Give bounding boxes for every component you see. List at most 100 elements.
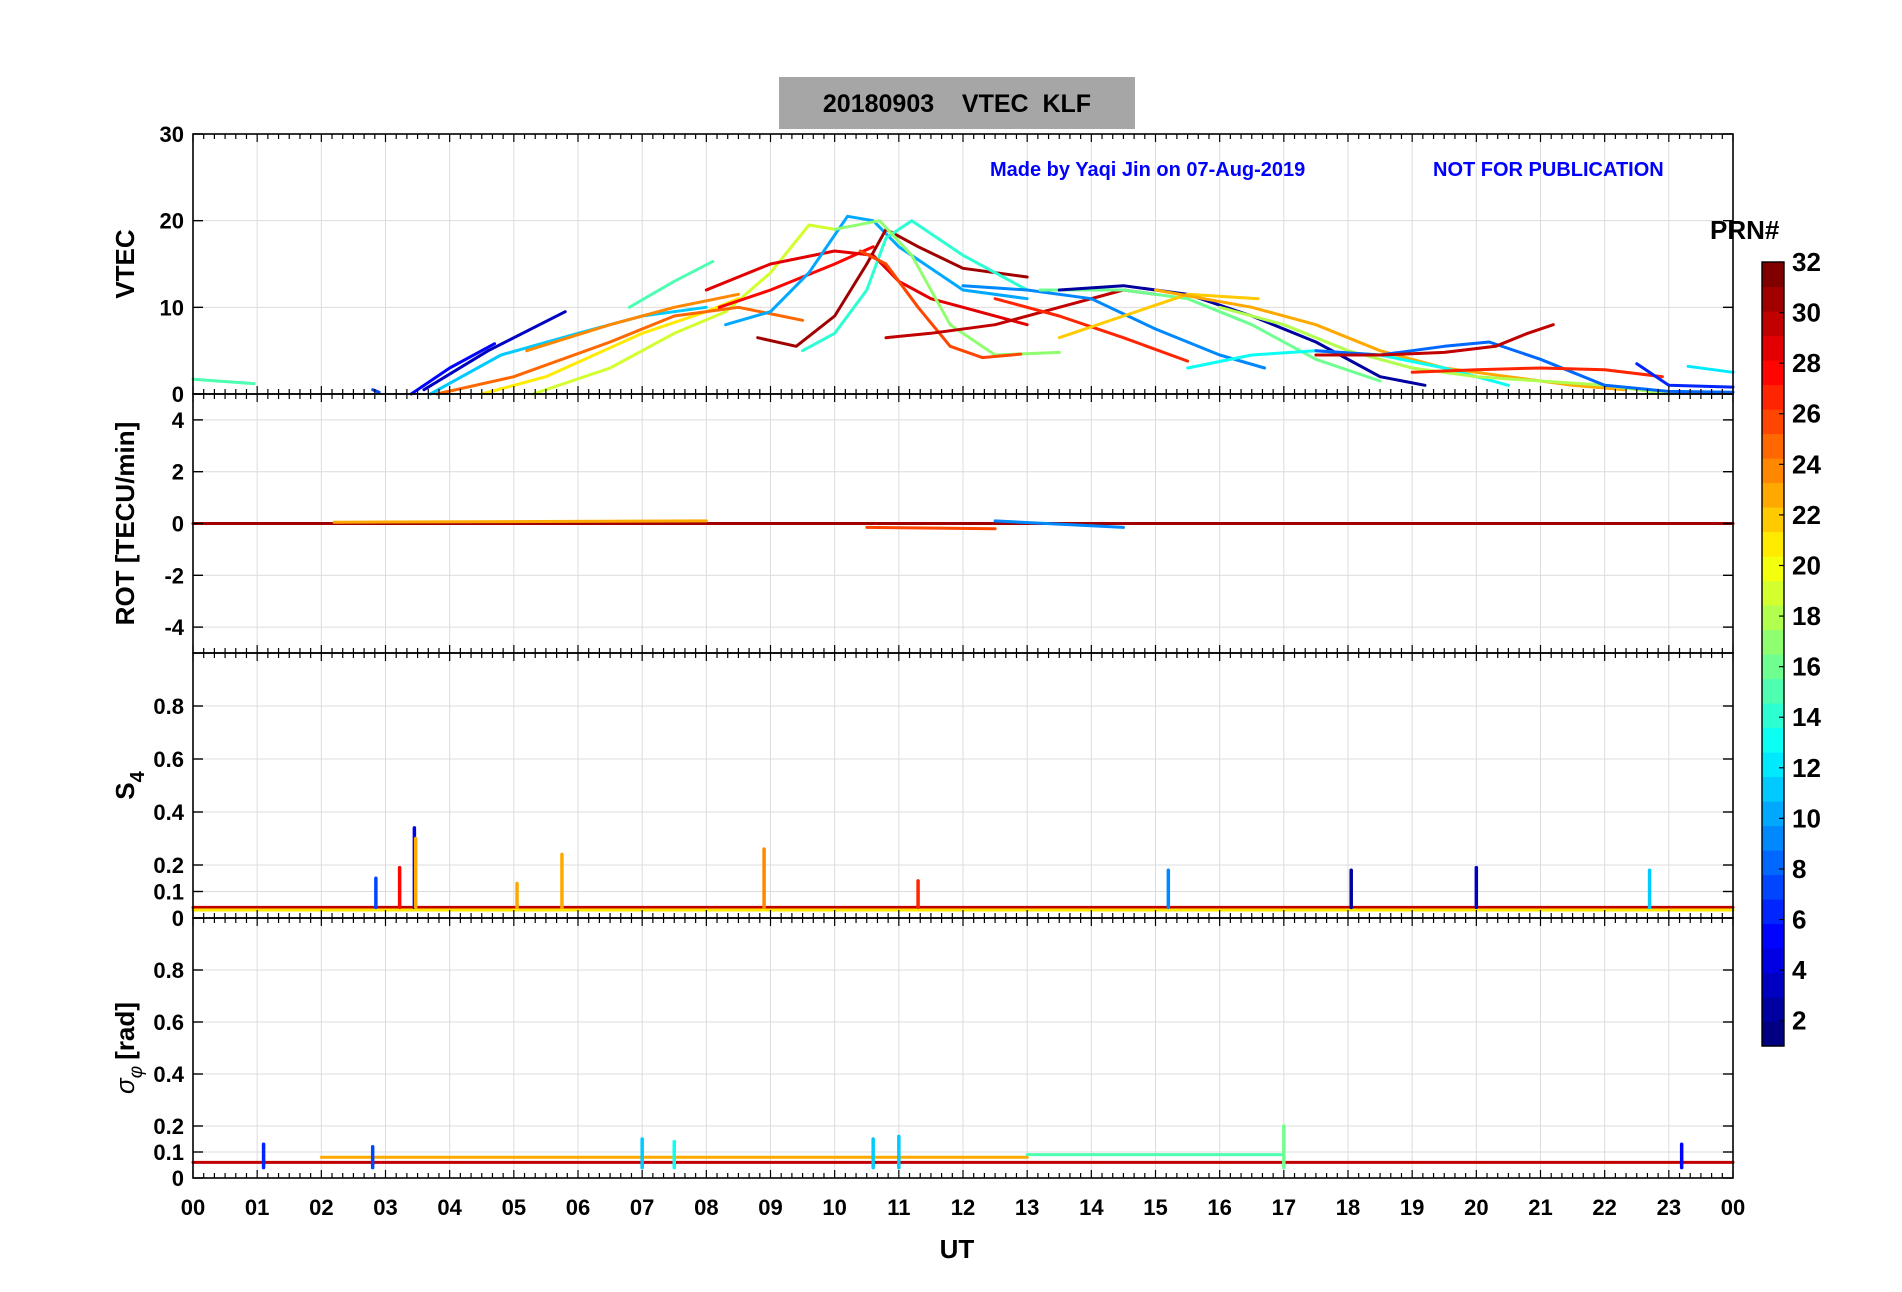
series-line-prn-3 bbox=[422, 310, 567, 392]
y-tick-label: 0 bbox=[172, 906, 184, 931]
x-tick-label: 06 bbox=[566, 1195, 590, 1220]
x-tick-label: 01 bbox=[245, 1195, 269, 1220]
series-line-prn-25 bbox=[435, 305, 805, 396]
colorbar-tick-label: 4 bbox=[1792, 955, 1807, 985]
series-line-prn-27 bbox=[1410, 366, 1664, 379]
y-tick-label: -2 bbox=[164, 563, 184, 588]
x-tick-label: 00 bbox=[1721, 1195, 1745, 1220]
colorbar-tick-label: 8 bbox=[1792, 854, 1806, 884]
colorbar-frame bbox=[1761, 261, 1785, 1047]
series-line-prn-29 bbox=[704, 249, 1029, 327]
x-tick-label: 11 bbox=[887, 1195, 910, 1220]
y-axis-label-unit: [rad] bbox=[110, 1002, 140, 1060]
colorbar-tick-label: 10 bbox=[1792, 803, 1821, 833]
series-line-prn-10 bbox=[724, 214, 1029, 327]
colorbar-swatch bbox=[1762, 899, 1784, 925]
series-line-prn-22 bbox=[1057, 292, 1260, 340]
colorbar-tick-label: 22 bbox=[1792, 500, 1821, 530]
colorbar-swatch bbox=[1762, 433, 1784, 459]
x-tick-label: 20 bbox=[1464, 1195, 1488, 1220]
colorbar-swatch bbox=[1762, 972, 1784, 998]
y-tick-label: 0.1 bbox=[153, 880, 184, 905]
x-tick-label: 18 bbox=[1336, 1195, 1360, 1220]
y-tick-label: 0 bbox=[172, 382, 184, 407]
y-tick-label: 30 bbox=[160, 122, 184, 147]
colorbar-swatch bbox=[1762, 703, 1784, 729]
colorbar-swatch bbox=[1762, 580, 1784, 606]
colorbar-swatch bbox=[1762, 458, 1784, 484]
series-line-prn-16 bbox=[1038, 288, 1382, 383]
colorbar-swatch bbox=[1762, 850, 1784, 876]
colorbar-swatch bbox=[1762, 384, 1784, 410]
y-tick-label: 0.2 bbox=[153, 1114, 184, 1139]
colorbar-swatch bbox=[1762, 923, 1784, 949]
colorbar-swatch bbox=[1762, 629, 1784, 655]
colorbar-swatch bbox=[1762, 556, 1784, 582]
x-tick-label: 19 bbox=[1400, 1195, 1424, 1220]
y-axis-label-main: σ bbox=[110, 1077, 140, 1094]
colorbar-swatch bbox=[1762, 360, 1784, 386]
series-line-prn-12 bbox=[1686, 364, 1735, 374]
y-tick-label: 0.6 bbox=[153, 1010, 184, 1035]
colorbar-tick-label: 32 bbox=[1792, 247, 1821, 277]
colorbar-swatch bbox=[1762, 262, 1784, 288]
colorbar-swatch bbox=[1762, 752, 1784, 778]
series-line-prn-24 bbox=[525, 292, 740, 353]
x-tick-label: 23 bbox=[1657, 1195, 1681, 1220]
series-group bbox=[191, 1124, 1735, 1170]
colorbar-swatch bbox=[1762, 311, 1784, 337]
y-tick-label: 0.1 bbox=[153, 1140, 184, 1165]
x-tick-label: 03 bbox=[373, 1195, 397, 1220]
y-axis-label-main: S bbox=[110, 782, 140, 799]
panel-3: 00.10.2 0.4 0.6 0.8 S4 bbox=[110, 652, 1735, 931]
author-note: Made by Yaqi Jin on 07-Aug-2019 bbox=[990, 159, 1305, 181]
x-tick-label: 08 bbox=[694, 1195, 718, 1220]
y-tick-label: 20 bbox=[160, 209, 184, 234]
series-line-prn-30 bbox=[1314, 323, 1555, 357]
series-line-prn-23 bbox=[332, 519, 708, 524]
publication-note: NOT FOR PUBLICATION bbox=[1433, 159, 1664, 181]
colorbar-tick-label: 18 bbox=[1792, 601, 1821, 631]
chart-title: 20180903 VTEC KLF bbox=[823, 90, 1091, 118]
y-tick-label: 0.4 bbox=[153, 1062, 184, 1087]
colorbar-swatch bbox=[1762, 507, 1784, 533]
colorbar-swatch bbox=[1762, 825, 1784, 851]
colorbar-tick-label: 6 bbox=[1792, 905, 1806, 935]
x-tick-label: 14 bbox=[1079, 1195, 1104, 1220]
x-tick-label: 16 bbox=[1207, 1195, 1231, 1220]
series-line-prn-9 bbox=[993, 519, 1125, 529]
x-tick-label: 10 bbox=[822, 1195, 846, 1220]
y-axis-label-subscript: 4 bbox=[127, 770, 149, 782]
y-axis-label-subscript: φ bbox=[126, 1066, 147, 1078]
series-group bbox=[191, 214, 1735, 396]
x-tick-label: 04 bbox=[437, 1195, 462, 1220]
y-tick-label: 4 bbox=[172, 408, 185, 433]
colorbar-swatch bbox=[1762, 948, 1784, 974]
x-tick-label: 02 bbox=[309, 1195, 333, 1220]
colorbar-swatch bbox=[1762, 531, 1784, 557]
series-line-prn-19 bbox=[531, 223, 837, 396]
y-tick-label: 2 bbox=[172, 460, 184, 485]
series-group bbox=[191, 519, 1735, 531]
x-tick-label: 12 bbox=[951, 1195, 975, 1220]
series-line-prn-28 bbox=[717, 245, 875, 309]
series-line-prn-31 bbox=[756, 227, 1029, 348]
colorbar-swatch bbox=[1762, 801, 1784, 827]
x-tick-label: 21 bbox=[1528, 1195, 1552, 1220]
colorbar-tick-label: 26 bbox=[1792, 399, 1821, 429]
colorbar-swatch bbox=[1762, 1021, 1784, 1047]
panel-2: -4 -2 0 2 4 ROT [TECU/min] bbox=[110, 393, 1735, 654]
y-tick-label: 0 bbox=[172, 512, 184, 537]
colorbar-swatch bbox=[1762, 409, 1784, 435]
x-tick-label: 00 bbox=[181, 1195, 205, 1220]
colorbar-swatch bbox=[1762, 776, 1784, 802]
series-line-prn-21 bbox=[480, 297, 740, 396]
colorbar-swatch bbox=[1762, 997, 1784, 1023]
y-tick-label: 0 bbox=[172, 1166, 184, 1191]
x-axis-label: UT bbox=[940, 1234, 975, 1264]
y-axis-label: ROT [TECU/min] bbox=[110, 422, 140, 626]
series-line-prn-9 bbox=[961, 284, 1267, 370]
colorbar-swatch bbox=[1762, 286, 1784, 312]
